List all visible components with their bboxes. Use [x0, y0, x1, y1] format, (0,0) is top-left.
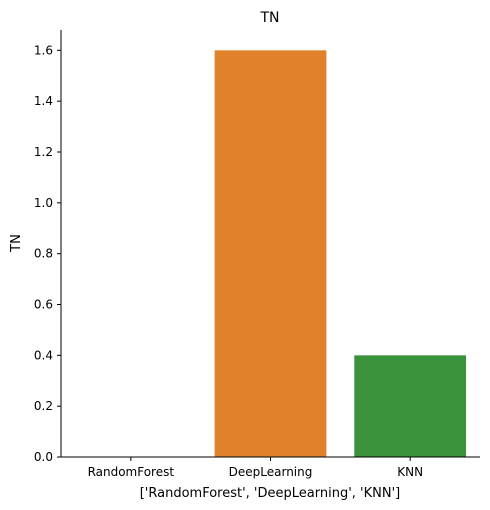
- x-tick-label: RandomForest: [88, 465, 175, 479]
- chart-title: TN: [259, 10, 279, 26]
- y-tick-label: 0.0: [34, 450, 53, 464]
- bar-1: [214, 50, 327, 457]
- y-tick-label: 1.4: [34, 94, 53, 108]
- x-axis-ticks: RandomForest DeepLearning KNN: [88, 457, 423, 479]
- bars-group: [214, 50, 467, 457]
- y-tick-label: 0.8: [34, 247, 53, 261]
- bar-2: [354, 355, 467, 457]
- y-axis-ticks: 0.0 0.2 0.4 0.6 0.8 1.0 1.2 1.4 1.6: [34, 43, 61, 464]
- x-tick-label: KNN: [397, 465, 423, 479]
- y-tick-label: 0.4: [34, 348, 53, 362]
- y-tick-label: 0.2: [34, 399, 53, 413]
- y-tick-label: 1.6: [34, 43, 53, 57]
- y-axis-label: TN: [9, 234, 24, 253]
- y-tick-label: 1.0: [34, 196, 53, 210]
- y-tick-label: 0.6: [34, 298, 53, 312]
- y-tick-label: 1.2: [34, 145, 53, 159]
- x-tick-label: DeepLearning: [229, 465, 313, 479]
- x-axis-label: ['RandomForest', 'DeepLearning', 'KNN']: [140, 486, 401, 501]
